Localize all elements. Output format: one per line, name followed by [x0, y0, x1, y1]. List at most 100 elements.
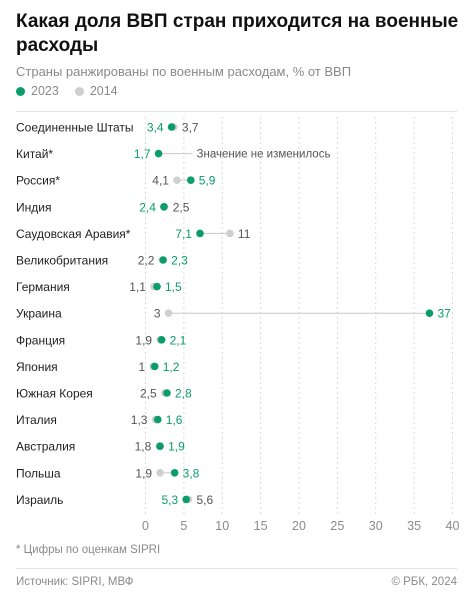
legend-label-2014: 2014	[89, 84, 118, 98]
dot-chart: Соединенные Штаты 3,4 3,7 Китай* Значение не…	[16, 117, 459, 533]
dot-2023	[150, 362, 159, 371]
dot-2014	[173, 176, 181, 184]
value-label-2023: 5,9	[199, 174, 216, 188]
value-label-2023: 1,5	[165, 280, 182, 294]
x-axis: 0 5 10 15 20 25 30 35 40	[142, 519, 459, 533]
value-label-2014: 5,6	[196, 493, 213, 507]
country-label: Россия*	[16, 174, 60, 188]
value-label-2023: 1,2	[163, 360, 180, 374]
value-label-2023: 3,8	[183, 466, 200, 480]
row-7: Украина 37 3	[16, 307, 451, 321]
x-tick-label: 35	[407, 519, 421, 533]
country-label: Япония	[16, 360, 58, 374]
page-title: Какая доля ВВП стран приходится на военн…	[16, 11, 459, 56]
value-label-2014: 1,1	[129, 280, 146, 294]
x-tick-label: 20	[292, 519, 306, 533]
row-3: Индия 2,4 2,5	[16, 200, 190, 214]
value-label-2014: 2,5	[140, 387, 157, 401]
dot-2023	[425, 309, 434, 318]
source-note: Источник: SIPRI, МВФ	[16, 576, 134, 588]
country-label: Великобритания	[16, 254, 108, 268]
legend-item-2023: 2023	[16, 84, 59, 98]
dot-2023	[160, 203, 168, 211]
chart-rows: Соединенные Штаты 3,4 3,7 Китай* Значение не…	[16, 121, 451, 507]
x-tick-label: 40	[446, 519, 460, 533]
dot-2014	[164, 309, 173, 318]
country-label: Италия	[16, 413, 57, 427]
country-label: Южная Корея	[16, 387, 93, 401]
country-label: Польша	[16, 466, 61, 480]
chart-subtitle: Страны ранжированы по военным расходам, …	[16, 64, 352, 79]
dot-2023	[196, 229, 204, 238]
country-label: Украина	[16, 307, 62, 321]
row-13: Польша 3,8 1,9	[16, 466, 200, 480]
annotation-text: Значение не изменилось	[197, 149, 331, 161]
dot-2023	[163, 389, 171, 397]
value-label-2023: 3,4	[147, 121, 164, 135]
bottom-divider	[16, 568, 457, 569]
country-label: Китай*	[16, 147, 53, 161]
value-label-2014: 2,5	[173, 200, 190, 214]
value-label-2023: 1,9	[168, 440, 185, 454]
x-tick-label: 25	[330, 519, 344, 533]
dot-2023	[153, 415, 162, 424]
row-1: Китай* Значение не изменилось 1,7	[16, 147, 330, 161]
value-label-2014: 1,9	[135, 333, 152, 347]
dot-2023	[186, 176, 195, 184]
legend-label-2023: 2023	[31, 84, 59, 98]
value-label-2023: 2,1	[170, 333, 187, 347]
row-14: Израиль 5,3 5,6	[16, 493, 213, 507]
country-label: Индия	[16, 200, 51, 214]
x-tick-label: 10	[215, 519, 229, 533]
country-label: Соединенные Штаты	[16, 121, 134, 135]
row-2: Россия* 5,9 4,1	[16, 174, 216, 188]
legend: 2023 2014	[16, 84, 134, 98]
row-5: Великобритания 2,3 2,2	[16, 254, 188, 268]
row-11: Италия 1,6 1,3	[16, 413, 183, 427]
dot-2023	[167, 123, 176, 131]
value-label-2014: 11	[238, 227, 251, 241]
value-label-2023: 2,8	[175, 387, 192, 401]
value-label-2023: 37	[437, 307, 451, 321]
value-label-2014: 1,3	[131, 413, 148, 427]
value-label-2014: 4,1	[152, 174, 169, 188]
row-6: Германия 1,5 1,1	[16, 280, 182, 294]
row-12: Австралия 1,9 1,8	[16, 440, 185, 454]
dot-2023	[153, 282, 161, 291]
value-label-2023: 5,3	[161, 493, 178, 507]
value-label-2023: 7,1	[175, 227, 192, 241]
row-9: Япония 1,2 1	[16, 360, 180, 374]
x-tick-label: 30	[369, 519, 383, 533]
row-4: Саудовская Аравия* 7,1 11	[16, 227, 251, 241]
row-10: Южная Корея 2,8 2,5	[16, 387, 192, 401]
country-label: Израиль	[16, 493, 63, 507]
country-label: Австралия	[16, 440, 75, 454]
value-label-2014: 1,8	[135, 440, 152, 454]
legend-item-2014: 2014	[74, 84, 118, 98]
x-tick-label: 15	[254, 519, 268, 533]
value-label-2023: 1,7	[134, 147, 151, 161]
value-label-2023: 2,3	[171, 254, 188, 268]
value-label-2023: 1,6	[166, 413, 183, 427]
top-divider	[16, 111, 457, 112]
country-label: Франция	[16, 333, 65, 347]
chart-grid	[145, 117, 453, 514]
dot-2023	[154, 149, 163, 158]
dot-2023	[157, 336, 166, 344]
dot-2023	[156, 442, 164, 451]
dot-2014	[226, 229, 234, 238]
value-label-2023: 2,4	[139, 200, 156, 214]
value-label-2014: 3,7	[182, 121, 199, 135]
row-0: Соединенные Штаты 3,4 3,7	[16, 121, 199, 135]
footnote: * Цифры по оценкам SIPRI	[16, 544, 161, 556]
legend-dot-2014	[74, 86, 84, 96]
x-tick-label: 0	[142, 519, 149, 533]
dot-2023	[159, 256, 167, 264]
dot-2014	[156, 469, 164, 477]
country-label: Саудовская Аравия*	[16, 227, 131, 241]
row-8: Франция 2,1 1,9	[16, 333, 187, 347]
legend-dot-2023	[16, 86, 25, 96]
value-label-2014: 1,9	[135, 466, 152, 480]
dot-2023	[170, 469, 179, 477]
value-label-2014: 3	[154, 307, 161, 321]
